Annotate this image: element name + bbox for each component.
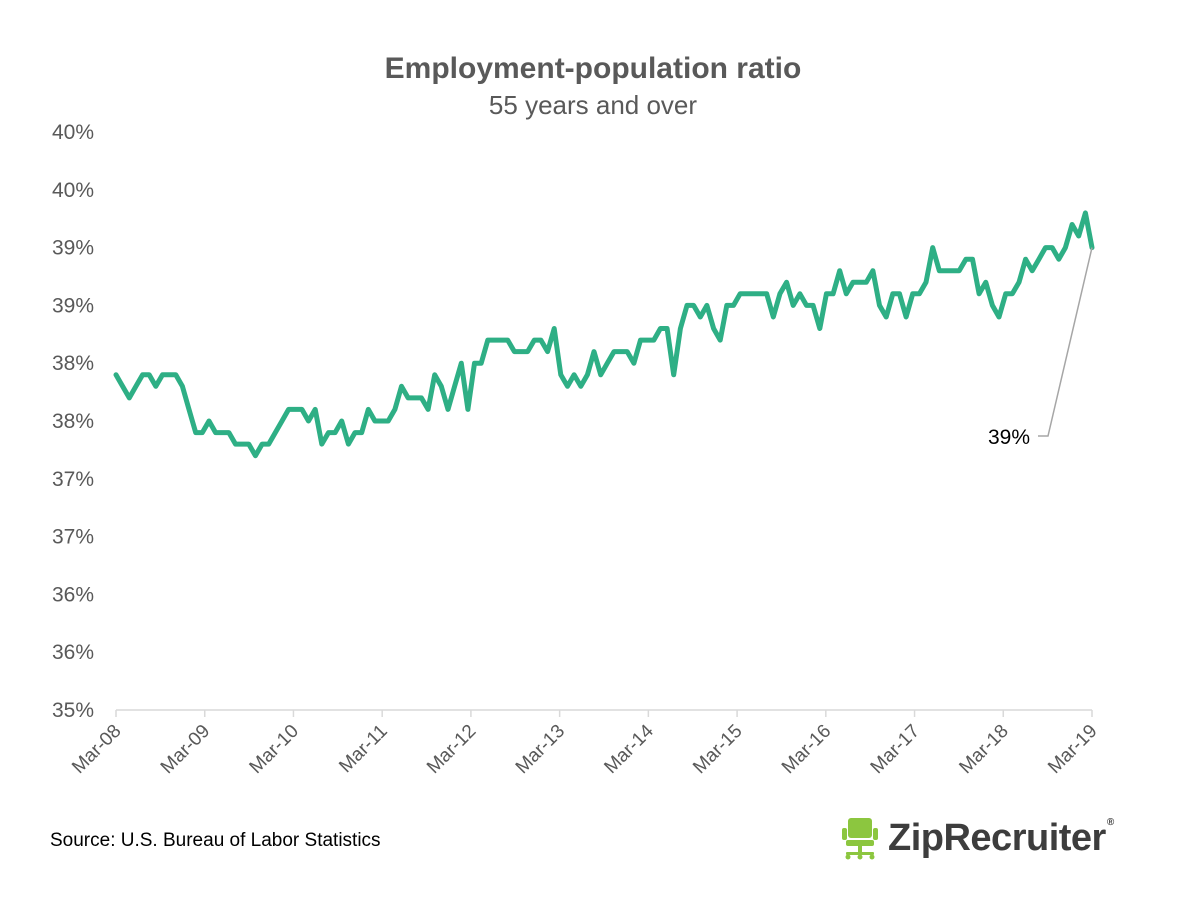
- source-note: Source: U.S. Bureau of Labor Statistics: [50, 830, 381, 851]
- x-tick-label: Mar-18: [955, 721, 1012, 778]
- y-tick-label: 35%: [52, 699, 94, 722]
- x-tick-label: Mar-09: [157, 721, 214, 778]
- y-tick-label: 40%: [52, 121, 94, 144]
- y-tick-label: 37%: [52, 526, 94, 549]
- y-tick-label: 36%: [52, 583, 94, 606]
- y-tick-label: 38%: [52, 410, 94, 433]
- series-line: [113, 210, 1095, 459]
- chair-icon: [842, 818, 878, 860]
- x-tick-label: Mar-16: [778, 721, 835, 778]
- x-tick-label: Mar-13: [512, 721, 569, 778]
- y-axis: 35% 36% 36% 37% 37% 38% 38% 39% 39% 40% 40%: [52, 121, 94, 722]
- x-tick-label: Mar-19: [1044, 721, 1101, 778]
- logo-wordmark: ZipRecruiter®: [888, 816, 1114, 859]
- y-tick-label: 39%: [52, 237, 94, 260]
- x-tick-label: Mar-12: [423, 721, 480, 778]
- chart-title: Employment-population ratio: [385, 52, 802, 85]
- y-tick-label: 39%: [52, 294, 94, 317]
- x-tick-label: Mar-17: [867, 721, 924, 778]
- annotation-label: 39%: [988, 426, 1030, 449]
- annotation: 39%: [988, 247, 1093, 449]
- x-tick-label: Mar-08: [68, 721, 125, 778]
- y-tick-label: 40%: [52, 179, 94, 202]
- ziprecruiter-logo: ZipRecruiter®: [840, 816, 1114, 860]
- chart-subtitle: 55 years and over: [489, 90, 697, 120]
- x-tick-label: Mar-15: [689, 721, 746, 778]
- x-tick-label: Mar-10: [246, 721, 303, 778]
- x-tick-label: Mar-14: [600, 720, 658, 778]
- y-tick-label: 36%: [52, 641, 94, 664]
- x-axis: Mar-08 Mar-09 Mar-10 Mar-11 Mar-12 Mar-13 Mar-…: [68, 709, 1102, 778]
- annotation-leader: [1038, 247, 1093, 437]
- y-tick-label: 37%: [52, 468, 94, 491]
- series-layer: [113, 210, 1095, 459]
- x-tick-label: Mar-11: [335, 721, 391, 777]
- y-tick-label: 38%: [52, 352, 94, 375]
